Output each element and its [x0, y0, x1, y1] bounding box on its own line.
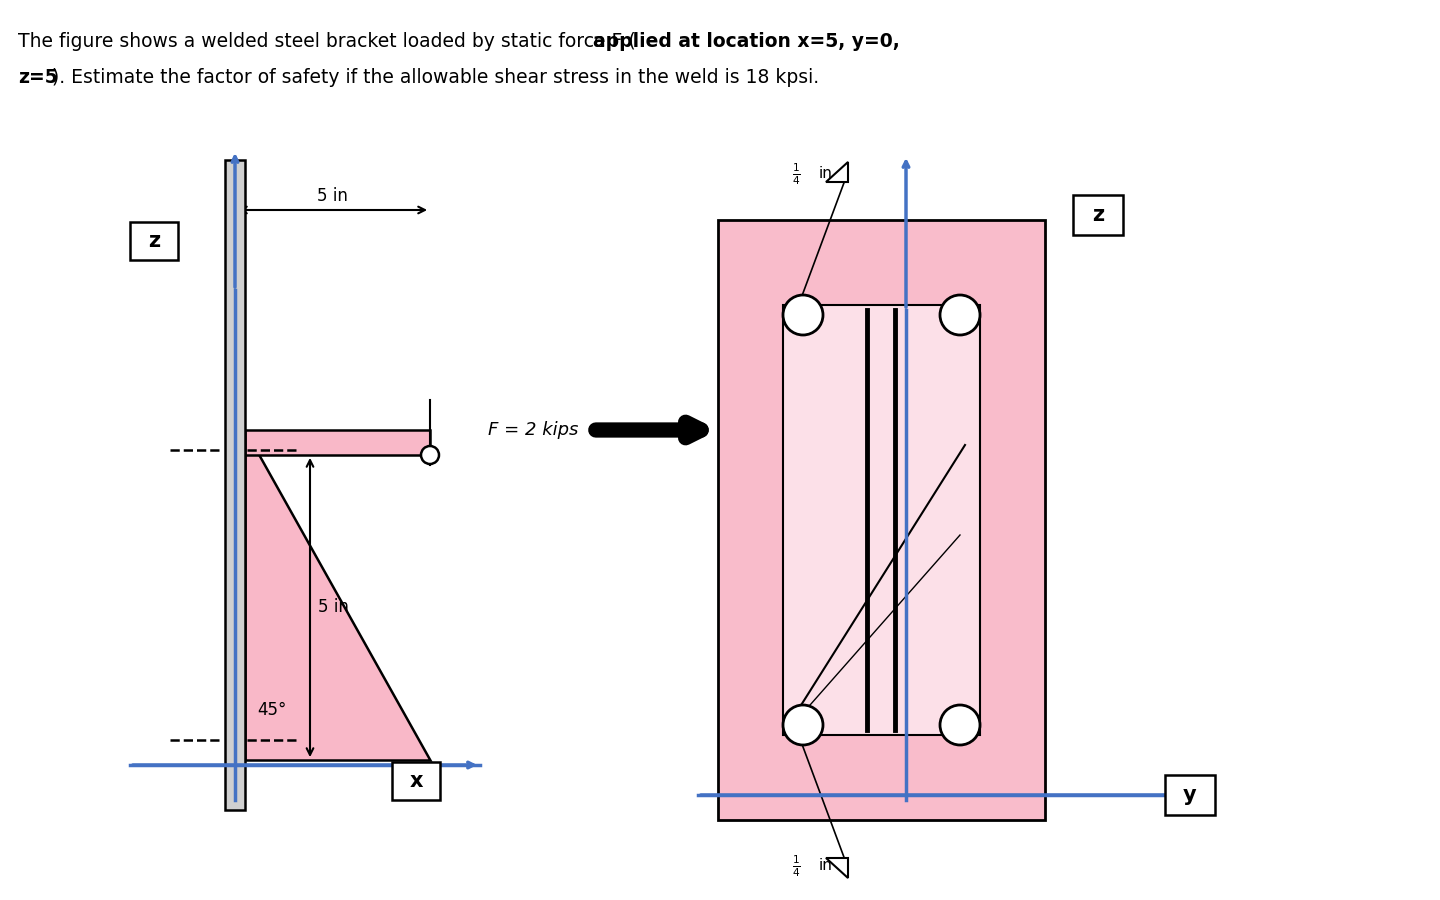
Bar: [1073, 195, 1123, 235]
Text: in: in: [819, 166, 832, 182]
Bar: [245, 430, 431, 455]
Text: $\frac{1}{4}$: $\frac{1}{4}$: [792, 853, 801, 878]
Bar: [783, 305, 981, 735]
Text: y: y: [1184, 785, 1197, 805]
Polygon shape: [827, 162, 848, 182]
Bar: [130, 222, 179, 260]
Text: in: in: [819, 859, 832, 874]
Text: z: z: [148, 231, 160, 251]
Text: $\frac{1}{4}$: $\frac{1}{4}$: [792, 161, 801, 187]
Text: 45°: 45°: [256, 701, 287, 719]
Circle shape: [420, 446, 439, 464]
Bar: [719, 220, 1045, 820]
Text: 2.5 in: 2.5 in: [860, 476, 903, 491]
Text: ). Estimate the factor of safety if the allowable shear stress in the weld is 18: ). Estimate the factor of safety if the …: [52, 68, 819, 87]
Text: x: x: [409, 771, 423, 791]
Text: z: z: [1092, 205, 1104, 225]
Text: The figure shows a welded steel bracket loaded by static force F (: The figure shows a welded steel bracket …: [17, 32, 635, 51]
Text: 5 in: 5 in: [318, 598, 348, 616]
Circle shape: [940, 705, 981, 745]
Text: applied at location x=5, y=0,: applied at location x=5, y=0,: [593, 32, 900, 51]
Circle shape: [783, 295, 824, 335]
Text: z=5: z=5: [17, 68, 58, 87]
Bar: [1165, 775, 1215, 815]
Bar: [392, 762, 441, 800]
Polygon shape: [245, 430, 431, 760]
Circle shape: [940, 295, 981, 335]
Polygon shape: [827, 858, 848, 878]
Bar: [225, 160, 245, 810]
Text: 5 in: 5 in: [317, 187, 347, 205]
Circle shape: [783, 705, 824, 745]
Text: F = 2 kips: F = 2 kips: [488, 421, 577, 439]
